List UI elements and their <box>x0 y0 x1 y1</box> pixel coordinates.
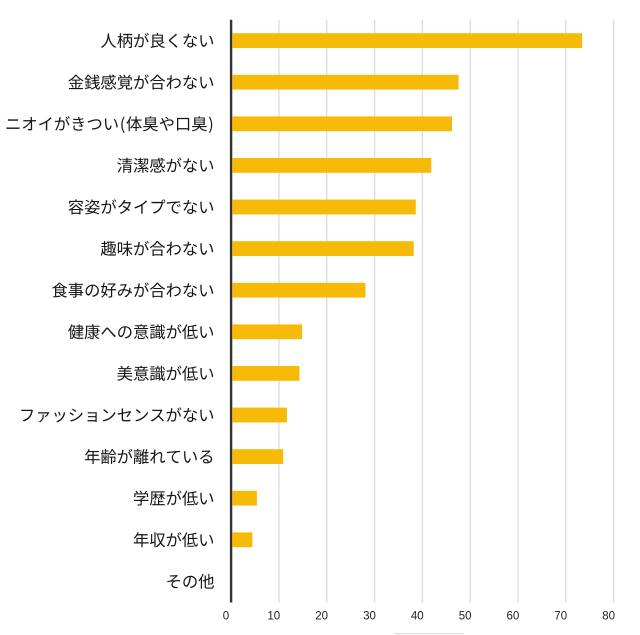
svg-text:20: 20 <box>315 611 328 623</box>
svg-text:50: 50 <box>459 611 472 623</box>
svg-text:10: 10 <box>267 611 280 623</box>
svg-text:0: 0 <box>223 611 229 623</box>
svg-text:60: 60 <box>507 611 520 623</box>
svg-text:70: 70 <box>554 611 567 623</box>
svg-text:80: 80 <box>602 611 615 623</box>
svg-text:30: 30 <box>363 611 376 623</box>
svg-text:40: 40 <box>411 611 424 623</box>
